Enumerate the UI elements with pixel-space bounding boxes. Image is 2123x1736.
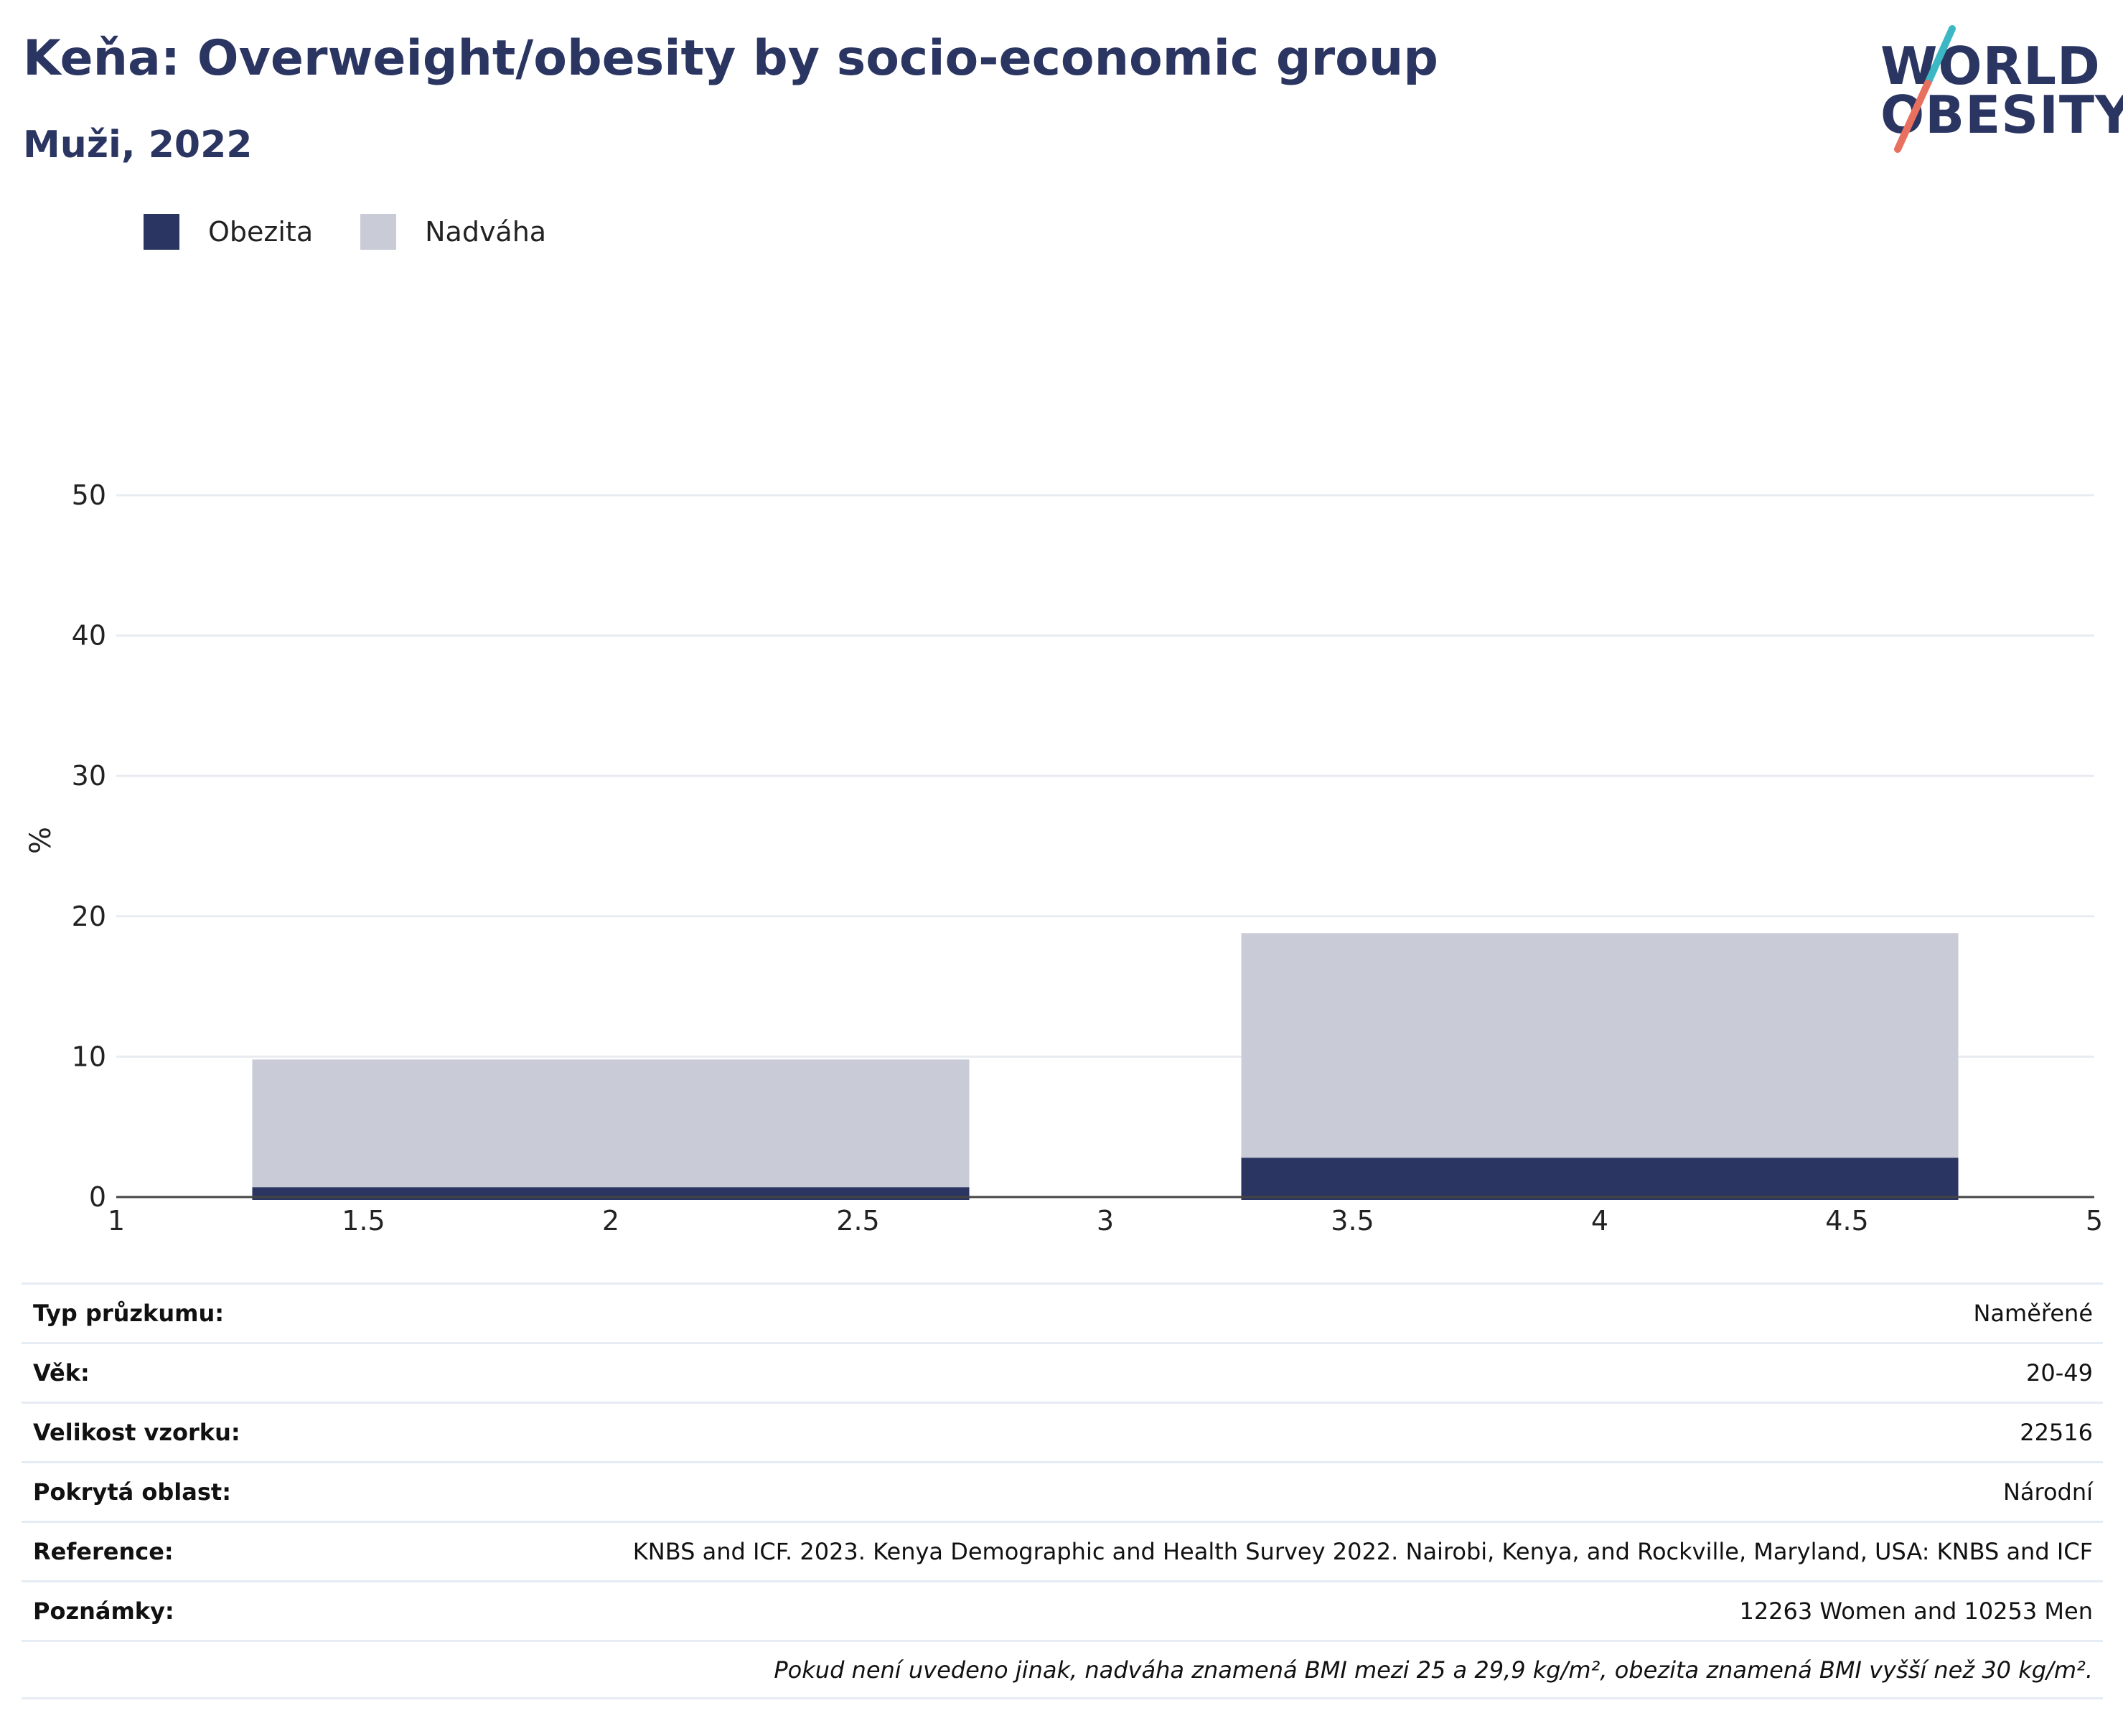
meta-label: Reference: bbox=[33, 1538, 174, 1565]
meta-value: Naměřené bbox=[1973, 1300, 2093, 1327]
y-tick-label: 50 bbox=[72, 479, 106, 511]
meta-label: Velikost vzorku: bbox=[33, 1419, 240, 1446]
meta-value: 22516 bbox=[2020, 1419, 2093, 1446]
x-tick-label: 5 bbox=[2086, 1205, 2103, 1234]
y-tick-label: 0 bbox=[89, 1181, 106, 1213]
x-tick-label: 2 bbox=[602, 1205, 619, 1234]
meta-value: 12263 Women and 10253 Men bbox=[1739, 1597, 2093, 1625]
meta-row-definition-note: Pokud není uvedeno jinak, nadváha znamen… bbox=[22, 1640, 2103, 1699]
meta-row-area-covered: Pokrytá oblast: Národní bbox=[22, 1461, 2103, 1521]
meta-label: Pokrytá oblast: bbox=[33, 1478, 231, 1506]
bar-nadvaha-1 bbox=[252, 1059, 970, 1188]
x-tick-label: 4.5 bbox=[1825, 1205, 1868, 1234]
bar-obezita-2 bbox=[1241, 1158, 1959, 1200]
meta-row-survey-type: Typ průzkumu: Naměřené bbox=[22, 1282, 2103, 1342]
meta-label: Typ průzkumu: bbox=[33, 1300, 225, 1327]
y-tick-label: 20 bbox=[72, 901, 106, 932]
legend-label-obezita: Obezita bbox=[208, 216, 314, 248]
chart-subtitle: Muži, 2022 bbox=[23, 123, 253, 166]
x-tick-label: 3 bbox=[1097, 1205, 1114, 1234]
meta-value: Národní bbox=[2002, 1478, 2093, 1506]
x-tick-label: 3.5 bbox=[1331, 1205, 1374, 1234]
meta-row-reference: Reference: KNBS and ICF. 2023. Kenya Dem… bbox=[22, 1521, 2103, 1580]
y-tick-label: 40 bbox=[72, 620, 106, 652]
y-axis-label: % bbox=[24, 827, 57, 854]
y-tick-label: 10 bbox=[72, 1041, 106, 1072]
x-tick-label: 2.5 bbox=[836, 1205, 879, 1234]
bar-nadvaha-2 bbox=[1241, 933, 1959, 1158]
meta-row-sample-size: Velikost vzorku: 22516 bbox=[22, 1402, 2103, 1461]
chart-legend: Obezita Nadváha bbox=[144, 214, 594, 250]
meta-value: 20-49 bbox=[2026, 1359, 2093, 1387]
survey-info-table: Typ průzkumu: Naměřené Věk: 20-49 Veliko… bbox=[22, 1282, 2103, 1699]
logo-slash-icon bbox=[1894, 25, 1956, 153]
world-obesity-logo: WORLD OBESITY bbox=[1866, 22, 2123, 158]
legend-item-nadvaha[interactable]: Nadváha bbox=[360, 214, 546, 250]
meta-label: Poznámky: bbox=[33, 1597, 174, 1625]
x-tick-label: 4 bbox=[1591, 1205, 1608, 1234]
meta-label: Věk: bbox=[33, 1359, 90, 1387]
bar-chart: 0 10 20 30 40 50 1 1.5 2 2.5 3 3.5 4 4.5 5% bbox=[24, 479, 2103, 1234]
logo-text-world: WORLD bbox=[1880, 36, 2101, 96]
legend-swatch-nadvaha bbox=[360, 214, 397, 250]
legend-label-nadvaha: Nadváha bbox=[425, 216, 547, 248]
x-tick-label: 1.5 bbox=[342, 1205, 385, 1234]
x-tick-label: 1 bbox=[108, 1205, 125, 1234]
y-tick-label: 30 bbox=[72, 760, 106, 792]
meta-row-notes: Poznámky: 12263 Women and 10253 Men bbox=[22, 1580, 2103, 1640]
bmi-definition-note: Pokud není uvedeno jinak, nadváha znamen… bbox=[774, 1656, 2093, 1684]
meta-value: KNBS and ICF. 2023. Kenya Demographic an… bbox=[632, 1538, 2093, 1565]
meta-row-age: Věk: 20-49 bbox=[22, 1342, 2103, 1402]
legend-swatch-obezita bbox=[144, 214, 179, 250]
chart-title: Keňa: Overweight/obesity by socio-econom… bbox=[23, 30, 1438, 87]
legend-item-obezita[interactable]: Obezita bbox=[144, 214, 313, 250]
